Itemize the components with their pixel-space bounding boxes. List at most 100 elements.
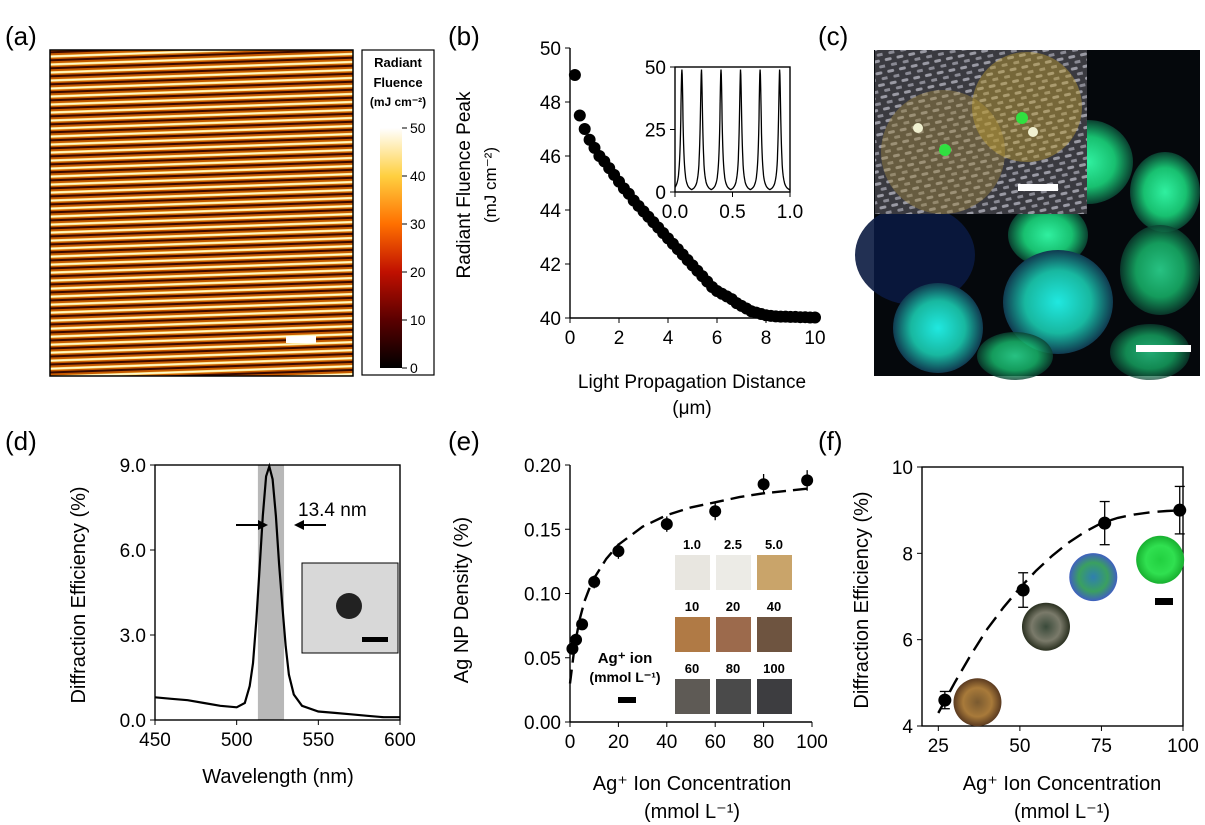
- data-point: [570, 633, 583, 646]
- swatch-label: 20: [726, 599, 740, 614]
- data-point: [588, 575, 601, 588]
- data-point: [576, 618, 589, 631]
- inset-legend-line: Ag⁺ ion: [598, 650, 653, 667]
- inset-series-line: [674, 69, 791, 191]
- data-point: [1016, 583, 1030, 597]
- y-tick-label: 10: [892, 458, 913, 479]
- x-tick-label: 100: [1167, 736, 1199, 757]
- fit-curve: [568, 486, 813, 684]
- data-point: [660, 518, 673, 531]
- panel-c-photo: [855, 50, 1200, 380]
- data-point: [578, 123, 591, 135]
- swatch: [716, 555, 751, 590]
- x-axis-label: Ag⁺ Ion Concentration: [593, 773, 791, 795]
- swatch: [675, 679, 710, 714]
- x-axis-label: Ag⁺ Ion Concentration: [963, 773, 1161, 795]
- panel-label: (d): [5, 426, 37, 456]
- panel-f-chart: 25 50 75 100 4 6 8 10 Ag⁺ Ion Concentration (mmol…: [851, 458, 1199, 823]
- swatch: [716, 679, 751, 714]
- x-tick-label: 550: [302, 730, 334, 751]
- x-tick-label: 450: [139, 730, 171, 751]
- x-axis-unit: (mmol L⁻¹): [1014, 801, 1110, 823]
- data-point: [709, 505, 722, 518]
- data-point: [1098, 516, 1112, 530]
- x-tick-label: 4: [663, 328, 674, 349]
- y-tick-label: 0.15: [524, 520, 561, 541]
- colorbar-tick-label: 40: [410, 168, 426, 184]
- colorbar-tick-label: 30: [410, 216, 426, 232]
- scale-bar: [1136, 345, 1191, 352]
- swatch-label: 80: [726, 661, 740, 676]
- panel-a-heatmap: [49, 49, 354, 377]
- x-axis-label: Wavelength (nm): [202, 766, 354, 788]
- colorbar-ticks: 0 10 20 30 40 50: [402, 120, 426, 376]
- scale-bar: [618, 697, 636, 703]
- y-tick-label: 0.00: [524, 713, 561, 734]
- data-point: [801, 474, 814, 487]
- swatch-label: 1.0: [683, 537, 701, 552]
- panel-labels: (a) (b) (c) (d) (e) (f): [5, 21, 848, 456]
- sample-disc-photo: [1069, 553, 1118, 602]
- colorbar-title-line: Radiant: [374, 55, 422, 70]
- x-tick-label: 0.0: [662, 202, 688, 223]
- sample-disc-photo: [953, 678, 1002, 727]
- data-point: [566, 642, 579, 655]
- sample-disc-photo: [1021, 602, 1070, 651]
- y-axis-label: Diffraction Efficiency (%): [68, 486, 90, 703]
- y-tick-label: 40: [540, 309, 561, 330]
- data-point: [612, 545, 625, 558]
- y-tick-label: 48: [540, 93, 561, 114]
- x-tick-label: 1.0: [777, 202, 803, 223]
- data-point: [809, 311, 821, 324]
- swatch: [716, 617, 751, 652]
- x-tick-label: 25: [928, 736, 949, 757]
- swatch-label: 40: [767, 599, 781, 614]
- colorbar-title-line: Fluence: [373, 75, 422, 90]
- scale-bar: [1155, 598, 1173, 605]
- x-tick-label: 75: [1091, 736, 1112, 757]
- spectrum-line: [154, 462, 400, 719]
- colorbar-tick-label: 20: [410, 264, 426, 280]
- sample-disc-photo: [1136, 535, 1185, 584]
- arrow-right-head: [294, 520, 304, 530]
- x-tick-label: 600: [384, 730, 416, 751]
- data-point: [757, 478, 770, 491]
- y-tick-label: 44: [540, 201, 562, 222]
- swatch-label: 2.5: [724, 537, 742, 552]
- y-tick-label: 6: [902, 631, 913, 652]
- plot-frame: [921, 466, 1184, 727]
- plot-frame: [154, 464, 401, 721]
- data-point: [568, 69, 581, 81]
- y-axis-label: Diffraction Efficiency (%): [851, 491, 873, 708]
- x-tick-label: 40: [656, 732, 677, 753]
- x-tick-label: 10: [804, 328, 825, 349]
- y-tick-label: 6.0: [120, 541, 146, 562]
- panel-label: (f): [818, 426, 843, 456]
- x-axis-label: Light Propagation Distance: [578, 372, 806, 393]
- colorbar-gradient-bar: [380, 128, 402, 368]
- panel-d-chart: 450 500 550 600 0.0 3.0 6.0 9.0 13.4 nm Wavelengt…: [68, 456, 416, 788]
- fit-curve: [937, 509, 1184, 714]
- y-axis-unit: (mJ cm⁻²): [481, 147, 500, 223]
- y-tick-label: 0.20: [524, 456, 561, 477]
- y-tick-label: 42: [540, 255, 561, 276]
- scale-bar: [362, 637, 388, 642]
- bandwidth-annotation: 13.4 nm: [298, 500, 367, 521]
- y-axis-label: Ag NP Density (%): [451, 517, 473, 683]
- y-tick-label: 25: [645, 121, 666, 142]
- x-tick-label: 100: [796, 732, 828, 753]
- scale-bar: [286, 336, 316, 343]
- x-tick-label: 500: [221, 730, 253, 751]
- arrow-left-head: [258, 520, 268, 530]
- panel-e-chart: 0 20 40 60 80 100 0.00 0.05 0.10 0.15 0.20 1.0 2.5 5.…: [451, 456, 828, 823]
- colorbar-tick-label: 0: [410, 360, 418, 376]
- bandwidth-highlight: [257, 465, 285, 720]
- y-tick-label: 0.05: [524, 649, 561, 670]
- y-tick-label: 8: [902, 544, 913, 565]
- x-tick-label: 0: [565, 732, 576, 753]
- x-tick-label: 0.5: [719, 202, 745, 223]
- y-tick-label: 4: [902, 717, 913, 738]
- y-tick-label: 50: [645, 58, 666, 79]
- colorbar-tick-label: 50: [410, 120, 426, 136]
